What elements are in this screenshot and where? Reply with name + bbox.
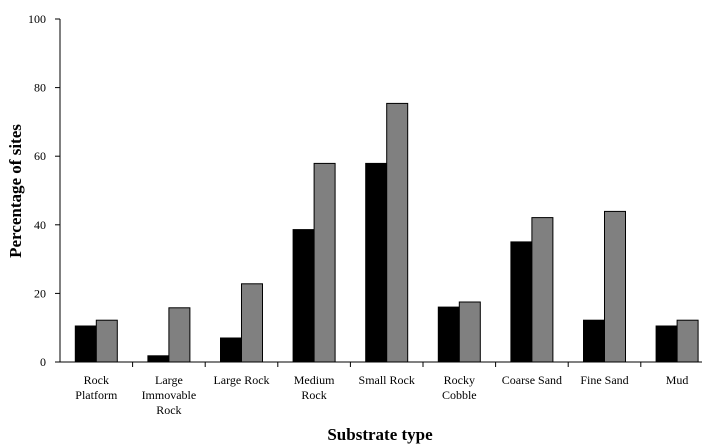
- axes-group: [59, 19, 702, 363]
- y-tick-label: 60: [34, 149, 46, 163]
- x-category-labels: Rock Platform Large Immovable Rock Large Rock…: [75, 362, 689, 417]
- y-ticks-group: 0 20 40 60 80 100: [28, 12, 60, 369]
- bar-series-1-category-3: [220, 337, 242, 363]
- bar-series-1-category-8: [583, 319, 605, 363]
- y-tick-label: 40: [34, 218, 46, 232]
- x-category-label: Coarse Sand: [502, 373, 562, 387]
- bars-group: [74, 102, 699, 363]
- y-tick-label: 100: [28, 12, 46, 26]
- x-category-label: Rocky Cobble: [442, 373, 477, 402]
- bar-series-1-category-1: [74, 325, 97, 363]
- x-category-label: Large Rock: [213, 373, 269, 387]
- bar-series-2-category-1: [95, 319, 118, 363]
- y-tick-label: 20: [34, 286, 46, 300]
- bar-series-1-category-7: [510, 241, 533, 363]
- bar-series-2-category-6: [458, 301, 481, 363]
- y-axis-title: Percentage of sites: [6, 124, 25, 258]
- bar-series-2-category-9: [676, 319, 699, 363]
- x-category-label: Fine Sand: [580, 373, 628, 387]
- bar-series-2-category-3: [241, 283, 263, 363]
- bar-series-1-category-6: [437, 306, 460, 363]
- bar-series-2-category-8: [604, 210, 626, 363]
- bar-series-1-category-4: [292, 229, 315, 363]
- y-tick-label: 80: [34, 81, 46, 95]
- bar-series-2-category-7: [531, 217, 554, 363]
- x-category-label: Large Immovable Rock: [142, 373, 197, 417]
- bar-series-2-category-2: [168, 307, 191, 363]
- bar-series-1-category-2: [147, 355, 170, 363]
- x-axis-title: Substrate type: [327, 425, 433, 444]
- x-category-label: Rock Platform: [75, 373, 118, 402]
- x-category-label: Small Rock: [359, 373, 415, 387]
- y-tick-label: 0: [40, 355, 46, 369]
- bar-series-2-category-4: [313, 162, 336, 363]
- bar-series-2-category-5: [386, 102, 409, 363]
- x-category-label: Medium Rock: [294, 373, 335, 402]
- bar-series-1-category-9: [655, 325, 678, 363]
- bar-series-1-category-5: [365, 162, 388, 363]
- x-category-label: Mud: [666, 373, 689, 387]
